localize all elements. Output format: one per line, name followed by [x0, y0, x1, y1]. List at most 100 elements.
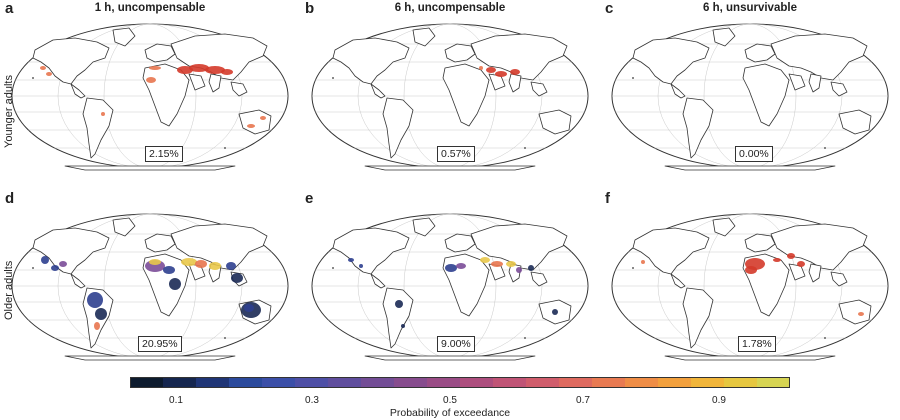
continent-asia [770, 33, 868, 81]
colorbar-segment [460, 377, 494, 388]
continent-australia [538, 109, 572, 135]
island-marker [32, 267, 34, 269]
colorbar-segment [559, 377, 593, 388]
continent-greenland [112, 27, 136, 47]
continent-north-america [32, 227, 110, 275]
colorbar-segment [526, 377, 560, 388]
island-marker [224, 337, 226, 339]
continent-central-america [670, 83, 686, 99]
exceedance-region [359, 264, 363, 268]
continent-central-america [670, 273, 686, 289]
exceedance-region [247, 124, 255, 128]
continent-india [208, 73, 222, 93]
exceedance-region [146, 77, 156, 83]
island-marker [524, 337, 526, 339]
continent-se-asia [830, 271, 848, 287]
exceedance-region [59, 261, 67, 267]
exceedance-region [773, 258, 781, 262]
continent-north-america [632, 227, 710, 275]
continent-antarctica [664, 355, 836, 361]
continent-europe [144, 43, 176, 63]
island-marker [824, 147, 826, 149]
continent-greenland [712, 27, 736, 47]
exceedance-region [40, 66, 46, 70]
continent-antarctica [364, 165, 536, 171]
exceedance-percentage: 20.95% [138, 336, 182, 352]
island-marker [524, 147, 526, 149]
exceedance-region [480, 257, 490, 263]
exceedance-region [516, 267, 522, 273]
world-map [311, 213, 589, 361]
exceedance-region [745, 266, 757, 274]
colorbar-segment [196, 377, 230, 388]
colorbar-tick: 0.1 [169, 395, 183, 406]
continent-antarctica [664, 165, 836, 171]
continent-se-asia [830, 81, 848, 97]
continent-north-america [632, 37, 710, 85]
exceedance-region [95, 308, 107, 320]
exceedance-region [169, 278, 181, 290]
exceedance-region [51, 265, 59, 271]
colorbar-tick: 0.9 [712, 395, 726, 406]
continent-greenland [412, 27, 436, 47]
colorbar-border [130, 377, 790, 388]
panel-letter: a [5, 0, 14, 17]
continent-north-america [32, 37, 110, 85]
continent-arabia [788, 73, 806, 91]
exceedance-region [195, 260, 207, 268]
colorbar [130, 377, 790, 388]
colorbar-tick: 0.7 [576, 395, 590, 406]
panel-a: a 1 h, uncompensable 2.15% [5, 0, 295, 180]
colorbar-segment [130, 377, 164, 388]
exceedance-region [163, 266, 175, 274]
continent-antarctica [64, 165, 236, 171]
exceedance-region [445, 264, 457, 272]
colorbar-segment [493, 377, 527, 388]
colorbar-segment [427, 377, 461, 388]
exceedance-region [221, 69, 233, 75]
continent-australia [838, 299, 872, 325]
continent-india [808, 263, 822, 283]
exceedance-region [486, 67, 496, 73]
panel-letter: e [305, 190, 314, 207]
continent-arabia [788, 263, 806, 281]
continent-south-america [682, 97, 714, 159]
island-marker [32, 77, 34, 79]
continent-india [508, 73, 522, 93]
continent-europe [144, 233, 176, 253]
world-map [611, 23, 889, 171]
exceedance-region [479, 66, 483, 70]
continent-south-america [82, 97, 114, 159]
exceedance-region [94, 322, 100, 330]
exceedance-region [260, 116, 266, 120]
continent-central-america [370, 273, 386, 289]
exceedance-region [181, 258, 197, 266]
panel-letter: f [605, 190, 610, 207]
continent-greenland [412, 217, 436, 237]
continent-north-america [332, 37, 410, 85]
colorbar-tick: 0.5 [443, 395, 457, 406]
colorbar-segment [295, 377, 329, 388]
panel-letter: c [605, 0, 614, 17]
panel-letter: b [305, 0, 315, 17]
exceedance-percentage: 2.15% [145, 146, 183, 162]
exceedance-region [797, 261, 805, 267]
panel-title: 1 h, uncompensable [94, 2, 206, 14]
colorbar-segment [229, 377, 263, 388]
exceedance-region [401, 324, 405, 328]
exceedance-region [641, 260, 645, 264]
continent-europe [444, 233, 476, 253]
continent-se-asia [530, 271, 548, 287]
exceedance-region [244, 304, 254, 312]
continent-africa [742, 63, 790, 127]
exceedance-region [552, 309, 558, 315]
colorbar-segment [592, 377, 626, 388]
continent-south-america [382, 97, 414, 159]
exceedance-region [491, 261, 503, 267]
exceedance-percentage: 1.78% [738, 336, 776, 352]
panel-f: f 1.78% [605, 190, 895, 370]
exceedance-region [528, 265, 534, 271]
continent-se-asia [230, 81, 248, 97]
continent-central-america [70, 273, 86, 289]
exceedance-percentage: 0.57% [437, 146, 475, 162]
